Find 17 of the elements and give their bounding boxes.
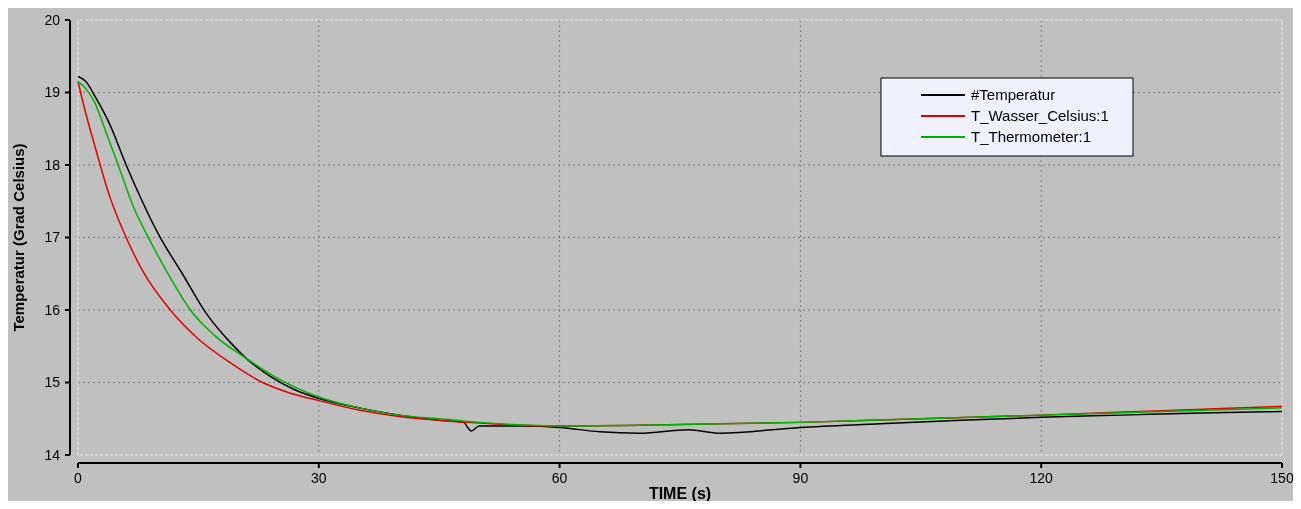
x-tick-label: 150 — [1270, 470, 1294, 486]
y-axis-title: Temperatur (Grad Celsius) — [10, 143, 27, 332]
y-tick-label: 14 — [44, 446, 61, 463]
y-tick-label: 15 — [44, 374, 61, 391]
x-tick-label: 30 — [311, 470, 327, 486]
x-tick-label: 0 — [74, 470, 83, 486]
y-tick-label: 16 — [44, 301, 61, 318]
y-tick-label: 19 — [44, 84, 61, 101]
legend-label: T_Thermometer:1 — [971, 128, 1092, 146]
legend-label: #Temperatur — [971, 86, 1056, 104]
y-tick-label: 18 — [44, 156, 61, 173]
y-tick-label: 17 — [44, 229, 61, 246]
x-tick-label: 90 — [792, 470, 809, 486]
legend-label: T_Wasser_Celsius:1 — [971, 107, 1109, 125]
y-tick-label: 20 — [44, 11, 61, 28]
x-tick-label: 60 — [551, 470, 568, 486]
x-tick-label: 120 — [1029, 470, 1054, 486]
